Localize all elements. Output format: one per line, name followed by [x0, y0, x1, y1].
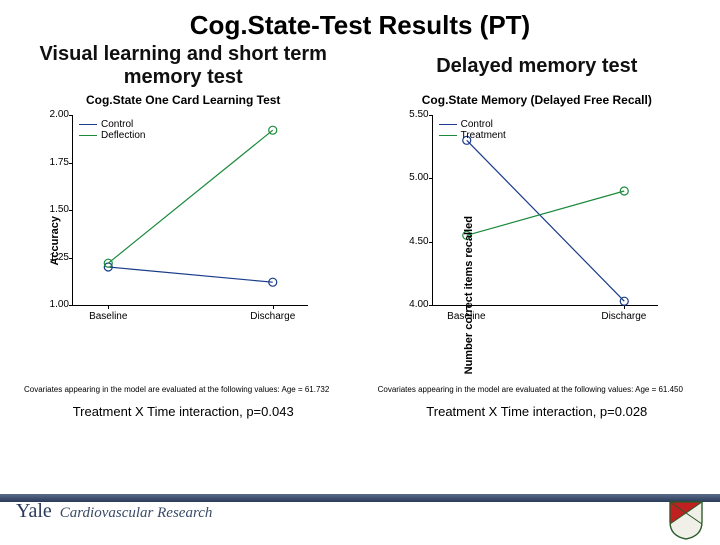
series-line	[108, 130, 273, 263]
series-line	[466, 140, 624, 301]
legend: ControlDeflection	[79, 119, 145, 141]
footer-branding: Yale Cardiovascular Research	[16, 500, 212, 523]
x-tick-mark	[273, 305, 274, 309]
y-axis-label: Accuracy	[49, 191, 61, 241]
x-tick-mark	[108, 305, 109, 309]
footer-yale-text: Yale	[16, 500, 52, 523]
y-axis-label: Number correct items recalled	[463, 137, 475, 295]
footer: Yale Cardiovascular Research	[0, 494, 720, 540]
chart-lines	[73, 115, 308, 305]
right-subtitle: Delayed memory test	[374, 41, 700, 91]
right-caption: Treatment X Time interaction, p=0.028	[374, 404, 700, 419]
series-line	[466, 191, 624, 235]
right-chart-title: Cog.State Memory (Delayed Free Recall)	[374, 93, 700, 107]
chart-columns: Visual learning and short term memory te…	[0, 41, 720, 419]
main-title: Cog.State-Test Results (PT)	[0, 0, 720, 41]
legend-label: Control	[461, 119, 493, 130]
y-tick-mark	[429, 305, 433, 306]
series-marker	[269, 126, 277, 134]
right-column: Delayed memory test Cog.State Memory (De…	[374, 41, 700, 419]
legend-item: Control	[439, 119, 506, 130]
right-covariate-note: Covariates appearing in the model are ev…	[374, 385, 700, 394]
plot-area: 2.001.751.501.251.00BaselineDischargeCon…	[72, 115, 308, 306]
series-marker	[620, 297, 628, 305]
legend-swatch	[79, 124, 97, 125]
legend-swatch	[79, 135, 97, 136]
left-column: Visual learning and short term memory te…	[20, 41, 346, 419]
y-tick-mark	[69, 305, 73, 306]
legend-label: Control	[101, 119, 133, 130]
legend-label: Deflection	[101, 130, 145, 141]
left-chart-title: Cog.State One Card Learning Test	[20, 93, 346, 107]
left-chart: Cog.State One Card Learning Test 2.001.7…	[20, 93, 346, 363]
footer-cvr-text: Cardiovascular Research	[60, 505, 213, 522]
legend-item: Control	[79, 119, 145, 130]
series-line	[108, 267, 273, 282]
crest-icon	[668, 500, 704, 540]
left-subtitle: Visual learning and short term memory te…	[20, 41, 346, 91]
legend-item: Deflection	[79, 130, 145, 141]
left-covariate-note: Covariates appearing in the model are ev…	[20, 385, 346, 394]
right-chart: Cog.State Memory (Delayed Free Recall) 5…	[374, 93, 700, 363]
legend-swatch	[439, 135, 457, 136]
legend-swatch	[439, 124, 457, 125]
left-caption: Treatment X Time interaction, p=0.043	[20, 404, 346, 419]
